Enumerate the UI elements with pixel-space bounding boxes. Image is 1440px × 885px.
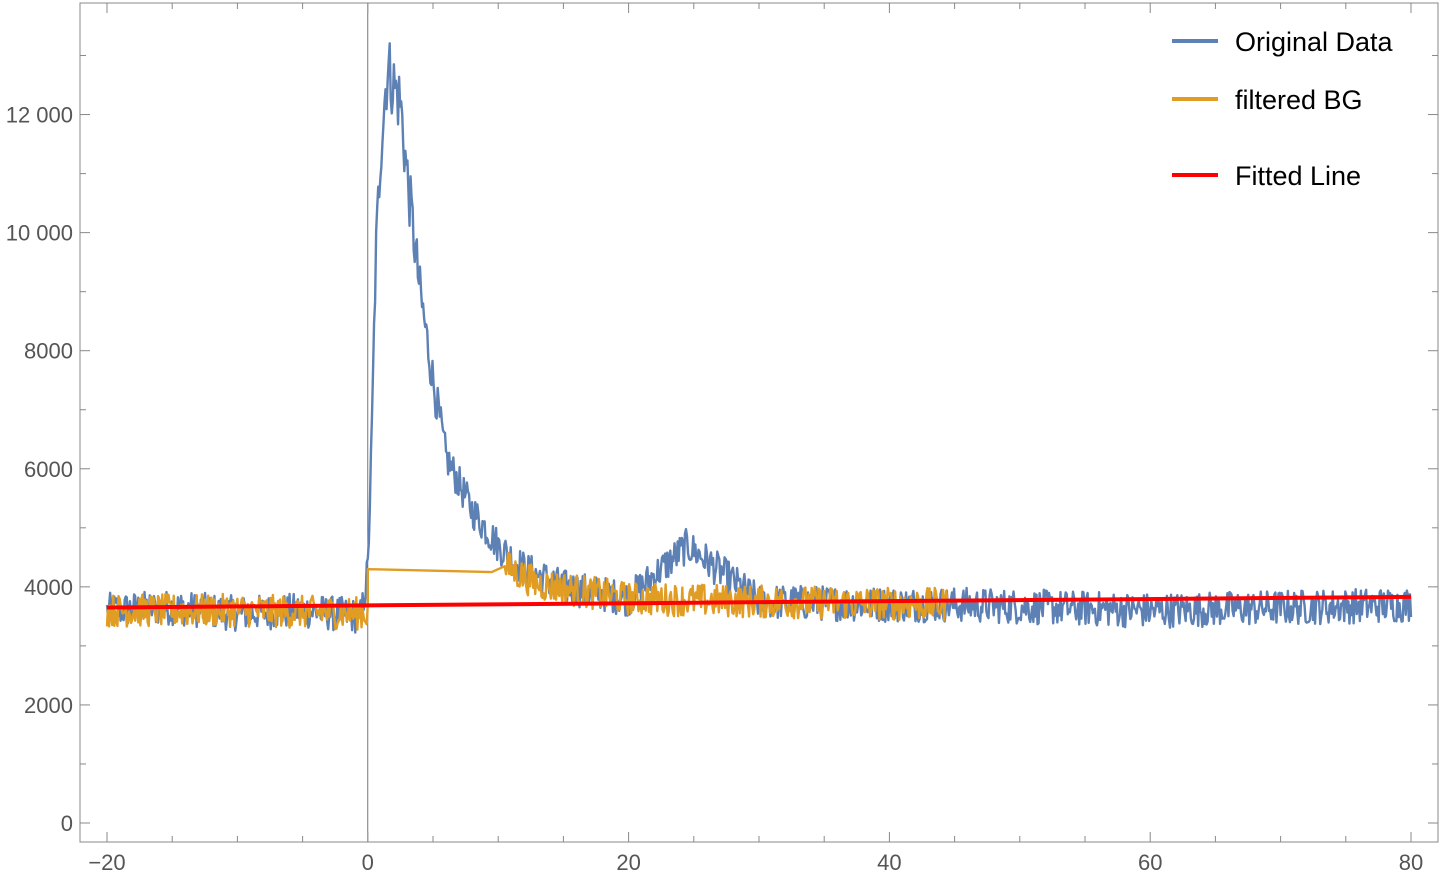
plot-frame-border [79,2,1439,843]
legend-label-fitted-line: Fitted Line [1235,161,1361,191]
y-tick-label: 4000 [24,575,73,600]
x-tick-label: 20 [616,850,640,875]
x-tick-label: 0 [362,850,374,875]
x-tick-label: 80 [1399,850,1423,875]
plot-frame [79,2,1439,843]
series-fitted-line [106,594,1412,610]
y-tick-label: 12 000 [6,103,73,128]
x-tick-label: 40 [877,850,901,875]
legend: Original Data filtered BG Fitted Line [1172,27,1394,191]
series-filtered-bg-line [105,551,949,631]
series-original-data-line [105,42,1413,634]
y-tick-label: 8000 [24,339,73,364]
legend-label-filtered-bg: filtered BG [1235,85,1363,115]
y-tick-label: 2000 [24,693,73,718]
x-tick-label: 60 [1138,850,1162,875]
y-tick-label: 10 000 [6,221,73,246]
series-layer [105,42,1413,634]
legend-label-original-data: Original Data [1235,27,1394,57]
y-tick-label: 6000 [24,457,73,482]
x-tick-label: −20 [88,850,125,875]
axis-ticks: −20 0 20 40 60 80 0 2000 4000 6000 8000 10 000 12 00… [6,3,1438,875]
y-tick-label: 0 [61,811,73,836]
